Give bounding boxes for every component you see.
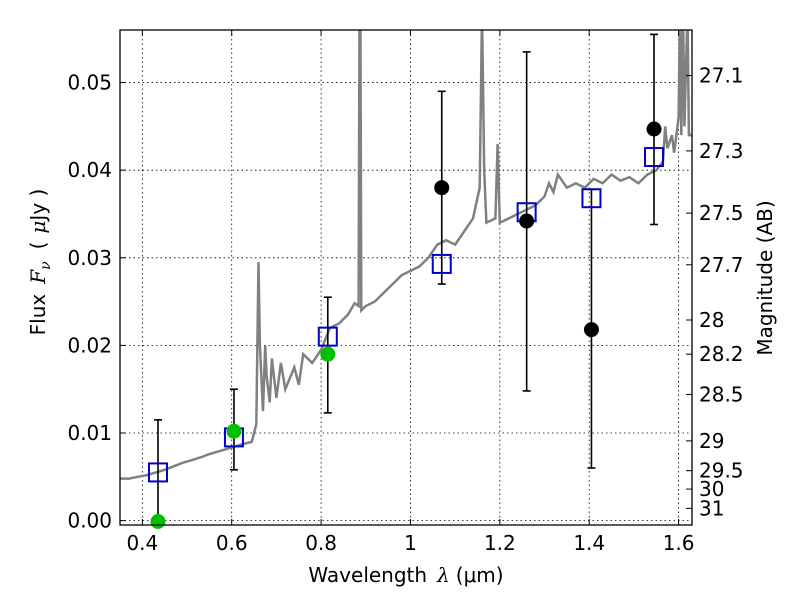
x-tick-label: 0.4	[126, 531, 158, 555]
y-axis-label: FluxFν(μJy )	[26, 189, 54, 336]
y-axis-ticks: 0.00 0.01 0.02 0.03 0.04 0.05	[67, 71, 126, 533]
grid-lines	[120, 30, 692, 525]
y2-tick-label: 31	[699, 496, 724, 520]
y-tick-label: 0.02	[67, 333, 112, 357]
plot-frame	[119, 29, 693, 526]
y2-tick-label: 28.2	[699, 342, 744, 366]
x-tick-label: 1.4	[573, 531, 605, 555]
model-square	[581, 188, 602, 209]
model-points	[147, 147, 665, 483]
model-square	[431, 253, 452, 274]
y2-tick-label: 28	[699, 308, 724, 332]
x-tick-label: 1	[404, 531, 417, 555]
y-tick-label: 0.01	[67, 421, 112, 445]
model-square	[147, 462, 168, 483]
y2-tick-label: 27.1	[699, 64, 744, 88]
spectrum-line	[120, 30, 692, 480]
y-tick-label: 0.04	[67, 158, 112, 182]
x-axis-label: Wavelength λ (μm)	[308, 563, 503, 587]
y2-tick-label: 27.5	[699, 201, 744, 225]
y2-tick-label: 28.5	[699, 382, 744, 406]
y2-axis-label: Magnitude (AB)	[753, 200, 777, 355]
y-tick-label: 0.03	[67, 246, 112, 270]
observed-point	[150, 513, 166, 529]
observed-point	[226, 423, 242, 439]
y2-tick-label: 29	[699, 429, 724, 453]
observed-point	[646, 121, 662, 137]
observed-point	[320, 346, 336, 362]
observed-point	[519, 213, 535, 229]
x-tick-label: 1.6	[663, 531, 695, 555]
observed-point	[583, 322, 599, 338]
y2-tick-label: 29.5	[699, 459, 744, 483]
y-tick-label: 0.05	[67, 71, 112, 95]
observed-point	[434, 180, 450, 196]
spectrum-layer	[120, 30, 692, 480]
y-tick-label: 0.00	[67, 509, 112, 533]
model-square	[317, 326, 338, 347]
x-tick-label: 0.6	[216, 531, 248, 555]
y2-tick-label: 27.7	[699, 253, 744, 277]
x-tick-label: 1.2	[484, 531, 516, 555]
observed-points	[150, 121, 662, 529]
x-axis-ticks: 0.4 0.6 0.8 1 1.2 1.4 1.6	[126, 30, 695, 555]
plot-border	[119, 29, 693, 526]
model-square	[644, 147, 665, 168]
y2-tick-label: 27.3	[699, 139, 744, 163]
x-tick-label: 0.8	[305, 531, 337, 555]
y2-tick-label: 30	[699, 477, 724, 501]
